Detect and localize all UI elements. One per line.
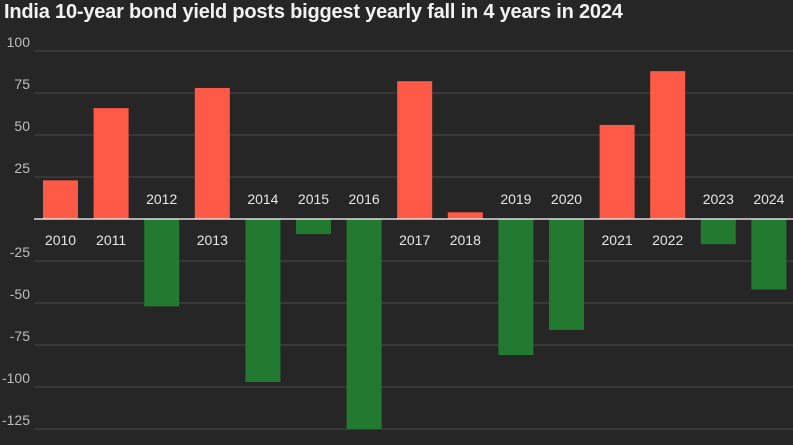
- bar-2013: [194, 87, 230, 220]
- category-label: 2010: [45, 232, 76, 248]
- category-label: 2013: [197, 232, 228, 248]
- category-label: 2018: [450, 232, 481, 248]
- bar-2010: [43, 180, 78, 219]
- y-tick-label: 25: [14, 160, 30, 176]
- bar-2014: [245, 219, 281, 382]
- category-label: 2022: [652, 232, 683, 248]
- bar-2019: [498, 219, 534, 356]
- category-label: 2014: [247, 191, 278, 207]
- category-label: 2023: [703, 191, 734, 207]
- category-label: 2016: [349, 191, 380, 207]
- bar-2015: [296, 219, 331, 235]
- y-tick-label: 75: [14, 76, 30, 92]
- bar-2022: [650, 71, 686, 219]
- bar-2012: [144, 219, 180, 307]
- category-label: 2011: [96, 232, 126, 248]
- y-tick-label: -75: [10, 328, 30, 344]
- bar-2018: [447, 212, 483, 219]
- category-label: 2024: [753, 191, 784, 207]
- bar-2023: [700, 219, 736, 245]
- bar-2024: [751, 219, 787, 290]
- category-label: 2020: [551, 191, 582, 207]
- y-tick-label: -125: [2, 412, 30, 428]
- category-label: 2017: [399, 232, 430, 248]
- bar-2016: [346, 219, 382, 429]
- bar-2017: [397, 81, 433, 220]
- y-tick-label: -25: [10, 244, 30, 260]
- category-label: 2021: [602, 232, 633, 248]
- category-label: 2019: [500, 191, 531, 207]
- category-label: 2012: [146, 191, 177, 207]
- y-tick-label: 100: [7, 34, 31, 50]
- y-tick-label: -50: [10, 286, 30, 302]
- y-tick-label: 50: [14, 118, 30, 134]
- y-tick-label: -100: [2, 370, 30, 386]
- bar-2021: [599, 124, 635, 219]
- category-label: 2015: [298, 191, 329, 207]
- chart-title: India 10-year bond yield posts biggest y…: [4, 1, 623, 23]
- bar-2020: [549, 219, 584, 330]
- bar-2011: [93, 108, 129, 219]
